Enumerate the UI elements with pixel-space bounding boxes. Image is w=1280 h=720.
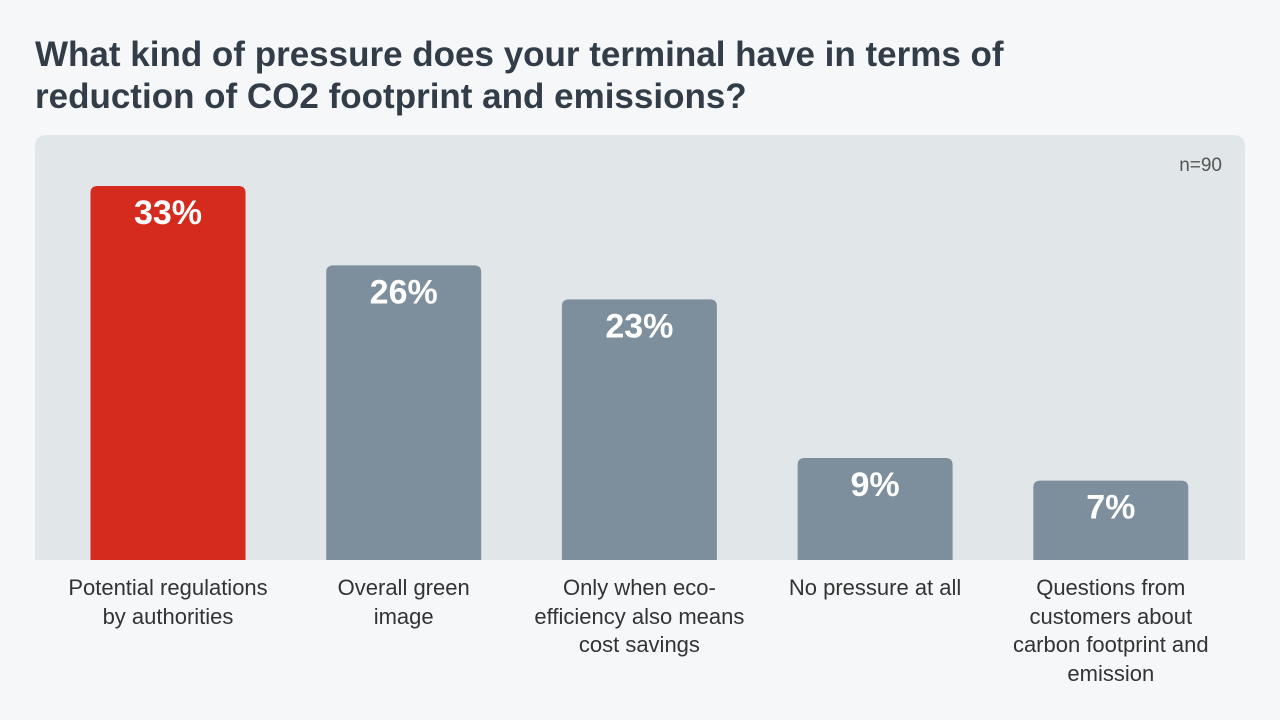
- value-label: 33%: [134, 194, 202, 232]
- value-label: 23%: [605, 307, 673, 345]
- category-label: Questions from customers about carbon fo…: [1012, 575, 1209, 686]
- value-label: 9%: [851, 466, 900, 504]
- sample-size: n=90: [1179, 155, 1222, 176]
- bar: [1033, 480, 1189, 560]
- bar: [90, 186, 246, 560]
- chart-title: What kind of pressure does your terminal…: [35, 35, 1004, 116]
- bar: [561, 299, 717, 560]
- category-label: Overall green image: [337, 575, 470, 629]
- bar: [326, 265, 482, 560]
- category-label: Potential regulations by authorities: [68, 575, 268, 629]
- bar: [797, 458, 953, 560]
- category-label: No pressure at all: [788, 575, 962, 600]
- value-label: 26%: [370, 273, 438, 311]
- category-label: Only when eco-efficiency also means cost…: [534, 575, 745, 657]
- value-label: 7%: [1086, 489, 1135, 527]
